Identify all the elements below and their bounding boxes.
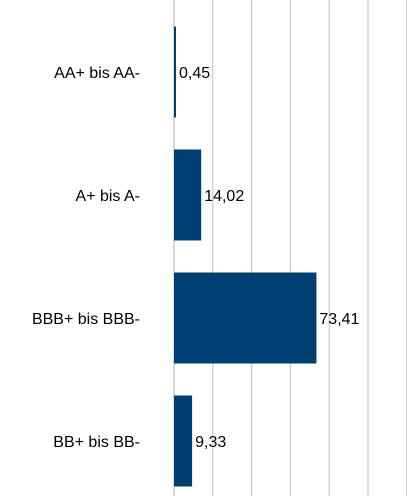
gridlines <box>212 0 407 496</box>
bars <box>174 26 317 487</box>
category-label: AA+ bis AA- <box>54 65 140 82</box>
labels: AA+ bis AA- 0,45 A+ bis A- 14,02 BBB+ bis BB… <box>32 65 360 451</box>
bar <box>174 272 317 364</box>
bar <box>174 149 202 241</box>
data-label: 9,33 <box>195 434 226 451</box>
data-label: 14,02 <box>204 188 244 205</box>
bar <box>174 26 176 118</box>
bar <box>174 395 193 487</box>
category-label: BBB+ bis BBB- <box>32 311 140 328</box>
data-label: 0,45 <box>179 65 210 82</box>
category-label: A+ bis A- <box>76 188 140 205</box>
category-label: BB+ bis BB- <box>53 434 140 451</box>
data-label: 73,41 <box>319 311 359 328</box>
